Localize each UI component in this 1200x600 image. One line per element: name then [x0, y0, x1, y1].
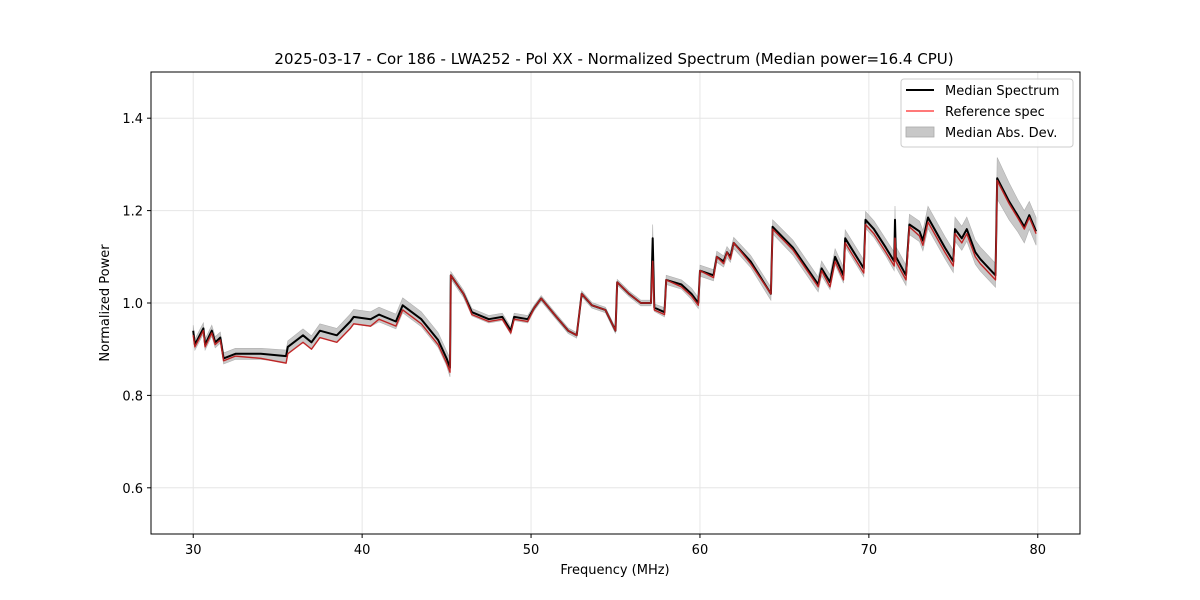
legend-box: [900, 78, 1074, 148]
y-tick-label: 1.4: [122, 112, 143, 127]
x-axis-ticks: 30 40 50 60 70 80: [185, 534, 1046, 558]
y-tick-label: 0.8: [122, 389, 143, 404]
legend-label-reference: Reference spec: [945, 105, 1045, 120]
y-axis-ticks: 0.6 0.8 1.0 1.2 1.4: [122, 112, 151, 497]
reference-overlap-line: [192, 180, 1037, 373]
x-tick-label: 40: [354, 543, 371, 558]
legend: Median Spectrum Reference spec Median Ab…: [900, 78, 1074, 148]
x-tick-label: 50: [523, 543, 540, 558]
x-tick-label: 60: [692, 543, 709, 558]
chart-title: 2025-03-17 - Cor 186 - LWA252 - Pol XX -…: [274, 50, 953, 68]
x-tick-label: 30: [185, 543, 202, 558]
y-axis-label: Normalized Power: [98, 244, 113, 362]
x-axis-label: Frequency (MHz): [560, 563, 669, 578]
x-tick-label: 80: [1029, 543, 1046, 558]
x-tick-label: 70: [861, 543, 878, 558]
legend-label-mad: Median Abs. Dev.: [945, 126, 1057, 141]
legend-swatch-mad: [905, 126, 935, 138]
reference-line-layer: [192, 179, 1037, 374]
y-tick-label: 1.2: [122, 205, 143, 220]
legend-label-median: Median Spectrum: [945, 84, 1059, 99]
y-tick-label: 0.6: [122, 482, 143, 497]
y-tick-label: 1.0: [122, 297, 143, 312]
